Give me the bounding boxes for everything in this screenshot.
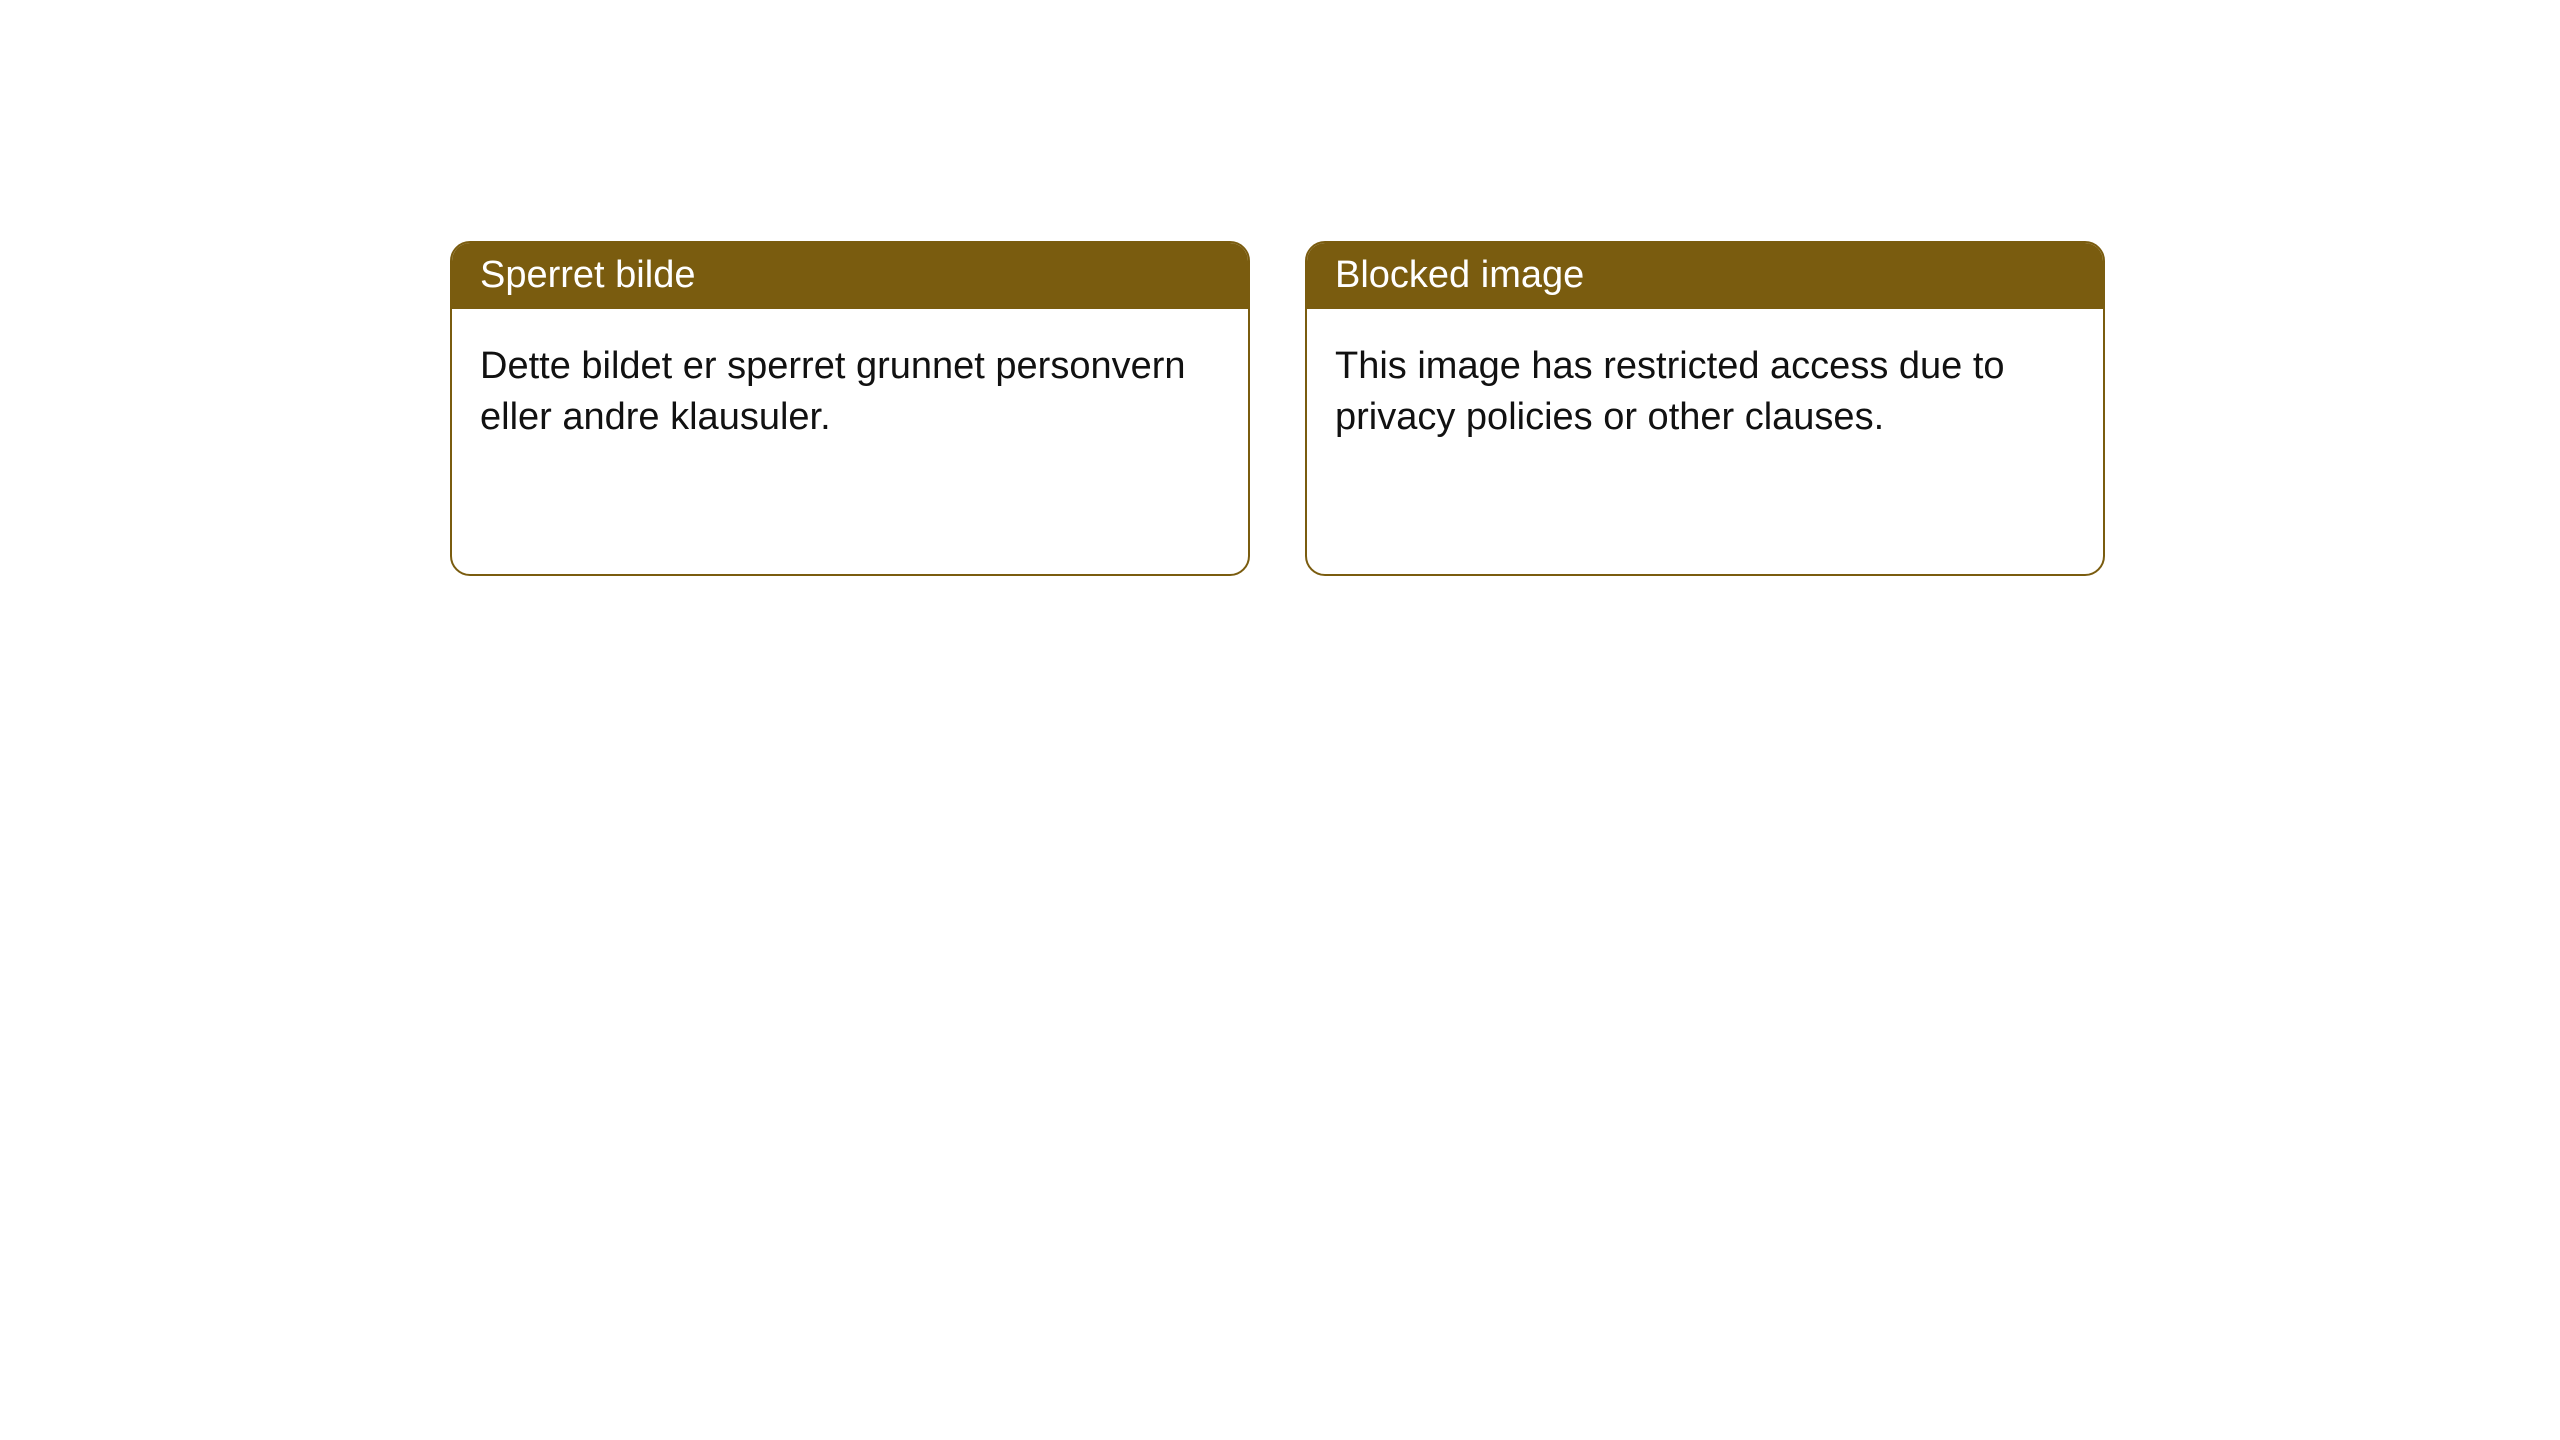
notice-box-norwegian: Sperret bilde Dette bildet er sperret gr…	[450, 241, 1250, 576]
notice-box-english: Blocked image This image has restricted …	[1305, 241, 2105, 576]
notice-title-english: Blocked image	[1307, 243, 2103, 309]
notice-body-english: This image has restricted access due to …	[1307, 309, 2103, 476]
notice-title-norwegian: Sperret bilde	[452, 243, 1248, 309]
notice-container: Sperret bilde Dette bildet er sperret gr…	[450, 241, 2105, 576]
notice-body-norwegian: Dette bildet er sperret grunnet personve…	[452, 309, 1248, 476]
